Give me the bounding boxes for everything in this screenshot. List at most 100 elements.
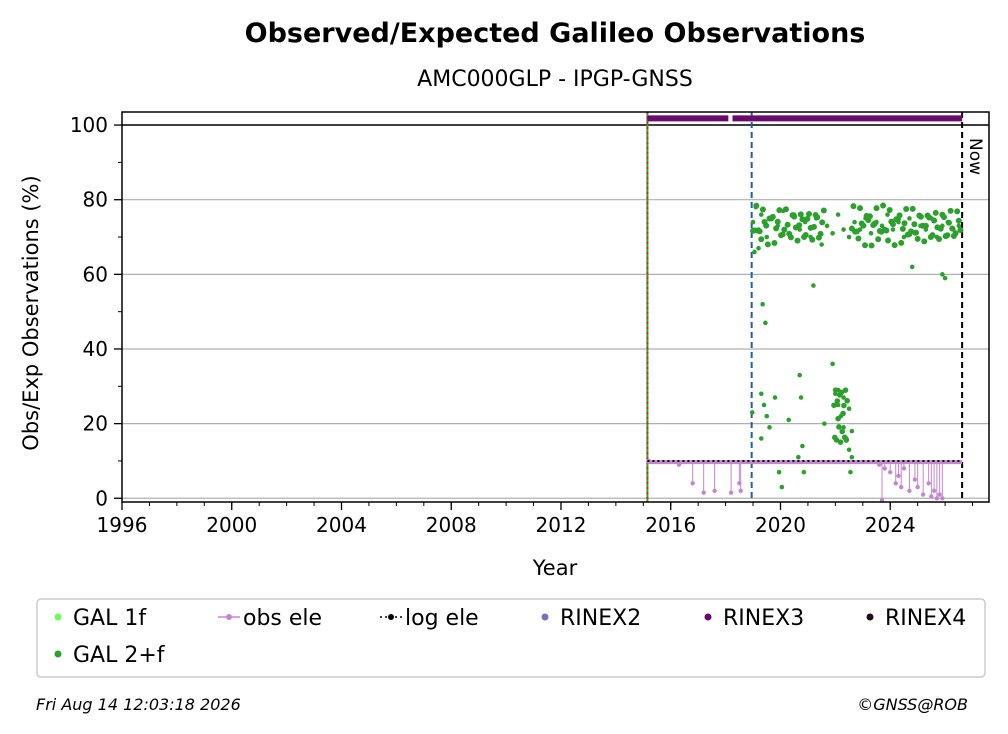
legend: GAL 1f obs ele log ele RINEX2 RINEX3 RINEX4 GA…: [36, 598, 986, 678]
gal-2f-point: [830, 230, 835, 236]
gal-2f-point: [941, 214, 948, 221]
y-tick-label: 20: [83, 412, 108, 436]
gal-2f-point: [932, 209, 939, 216]
gal-2f-point: [838, 389, 845, 396]
gal-2f-point: [794, 237, 801, 244]
legend-marker: [226, 614, 232, 620]
chart-subtitle: AMC000GLP - IPGP-GNSS: [417, 67, 693, 92]
gal-2f-point: [784, 221, 791, 228]
gal-2f-point: [799, 216, 806, 223]
gal-2f-point: [947, 207, 954, 214]
gal-2f-point: [797, 372, 802, 378]
obs-ele-point: [676, 462, 682, 467]
gal-2f-point: [806, 210, 813, 217]
gal-2f-point: [899, 225, 906, 232]
gal-2f-point: [890, 227, 896, 232]
gal-2f-point: [824, 223, 830, 229]
legend-entry: GAL 1f: [73, 606, 147, 631]
gal-2f-point: [811, 283, 816, 288]
gal-2f-point: [801, 469, 807, 475]
x-tick-label: 2024: [865, 513, 916, 537]
gal-2f-point: [830, 361, 835, 367]
gal-2f-point: [889, 221, 896, 228]
x-tick-label: 1996: [97, 513, 148, 537]
gal-2f-point: [909, 205, 916, 212]
gal-2f-point: [763, 320, 768, 326]
gal-2f-point: [907, 216, 912, 221]
gal-2f-point: [846, 406, 852, 411]
gal-2f-point: [756, 228, 763, 235]
gal-2f-point: [820, 207, 827, 214]
obs-ele-point: [915, 484, 920, 490]
x-tick-label: 2012: [536, 513, 587, 537]
gal-2f-point: [841, 425, 846, 430]
gal-2f-point: [914, 235, 921, 242]
gal-2f-point: [873, 205, 880, 212]
obs-ele-point: [738, 488, 743, 494]
gal-2f-point: [774, 218, 781, 225]
gal-2f-point: [817, 230, 824, 237]
legend-marker: [866, 613, 874, 621]
gal-2f-point: [767, 425, 772, 430]
obs-ele-point: [931, 488, 937, 494]
gal-2f-point: [831, 402, 837, 409]
gal-2f-point: [814, 214, 821, 221]
gal-2f-point: [844, 397, 850, 404]
gal-2f-point: [809, 236, 816, 243]
obs-ele-point: [888, 469, 893, 475]
obs-ele-point: [937, 492, 942, 497]
gal-2f-point: [781, 226, 788, 233]
gal-2f-point: [940, 272, 945, 277]
obs-ele-point: [896, 473, 901, 479]
obs-ele-point: [893, 481, 898, 486]
gal-2f-point: [771, 239, 778, 246]
gal-2f-point: [929, 232, 936, 239]
gal-2f-point: [861, 242, 868, 249]
gal-2f-point: [871, 220, 878, 227]
obs-ele-point: [712, 488, 717, 494]
gal-2f-point: [772, 395, 778, 400]
plot-frame: [121, 111, 990, 503]
gal-2f-point: [836, 424, 842, 430]
obs-ele-point: [934, 496, 940, 501]
y-tick-label: 60: [83, 262, 108, 286]
gal-2f-point: [855, 235, 862, 242]
gal-2f-point: [796, 454, 801, 460]
gal-2f-point: [832, 387, 839, 393]
x-tick-label: 2000: [206, 513, 257, 537]
gal-2f-point: [840, 410, 846, 417]
gal-2f-point: [841, 395, 846, 400]
legend-entry: RINEX3: [723, 606, 804, 631]
obs-ele-point: [901, 466, 907, 471]
gal-2f-point: [875, 236, 882, 243]
legend-marker: [54, 650, 62, 658]
gal-2f-point: [849, 454, 855, 460]
y-tick-label: 0: [95, 486, 108, 510]
gridlines: [122, 124, 989, 499]
footer-credit: ©GNSS@ROB: [857, 695, 968, 714]
y-axis-label: Obs/Exp Observations (%): [19, 175, 43, 450]
gal-2f-point: [885, 212, 890, 217]
legend-entry: GAL 2+f: [73, 643, 166, 668]
obs-ele-point: [701, 490, 706, 495]
y-tick-label: 100: [70, 113, 108, 137]
gal-2f-point: [769, 213, 776, 220]
gal-2f-point: [913, 229, 920, 236]
footer-timestamp: Fri Aug 14 12:03:18 2026: [36, 695, 241, 714]
gal-2f-point: [819, 219, 826, 226]
x-tick-label: 2004: [316, 513, 367, 537]
gal-2f-point: [841, 402, 847, 409]
gal-2f-point: [952, 230, 959, 237]
x-tick-label: 2008: [426, 513, 477, 537]
legend-entry: log ele: [405, 606, 479, 631]
gal-2f-point: [749, 410, 755, 415]
gal-2f-point: [834, 398, 841, 404]
gal-2f-point: [798, 395, 804, 400]
gal-2f-point: [760, 301, 765, 307]
gal-2f-point: [866, 213, 873, 220]
gal-2f-point: [909, 264, 915, 270]
legend-entry: obs ele: [243, 606, 322, 631]
obs-ele-point: [728, 490, 734, 495]
obs-ele-point: [690, 481, 695, 486]
